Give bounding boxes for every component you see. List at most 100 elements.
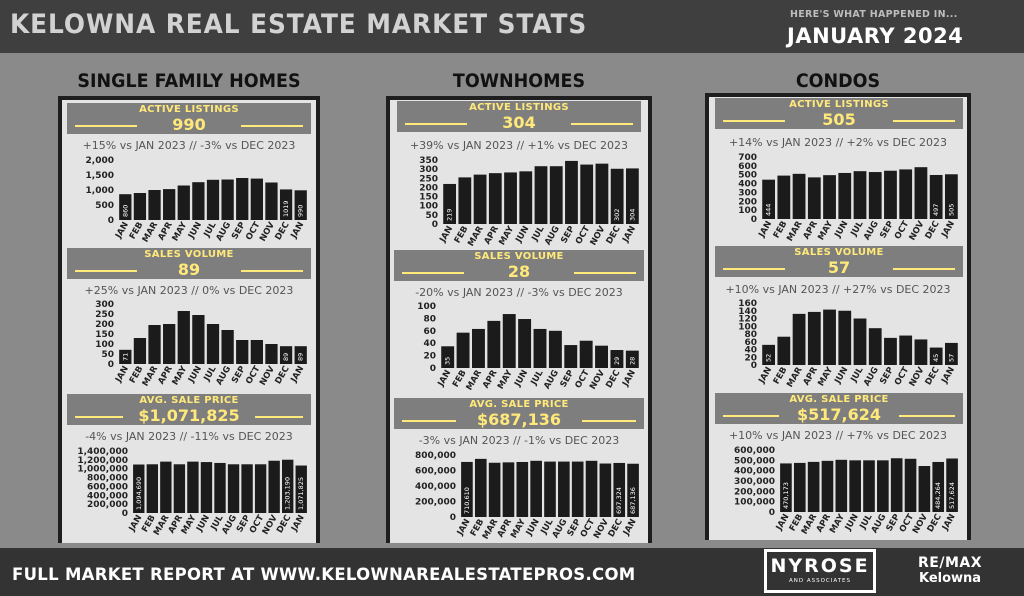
y-tick-label: 200,000 <box>87 500 128 510</box>
x-tick-label: JAN <box>620 369 638 389</box>
bar-data-label: 990 <box>297 205 305 217</box>
y-tick-label: 400,000 <box>87 491 128 501</box>
bar <box>853 318 867 365</box>
co-price-banner: AVG. SALE PRICE $517,624 <box>715 393 963 424</box>
co-active-label: ACTIVE LISTINGS <box>789 99 889 110</box>
bar <box>160 461 172 513</box>
bar <box>519 171 533 224</box>
x-tick-label: MAY <box>816 219 835 242</box>
sfh-active-banner: ACTIVE LISTINGS 990 <box>67 103 311 134</box>
bar <box>456 332 470 368</box>
x-tick-label: MAY <box>171 364 190 387</box>
bar-data-label: 444 <box>765 204 773 216</box>
bar <box>133 338 147 364</box>
y-tick-label: 0 <box>769 508 775 518</box>
x-tick-label: MAY <box>171 220 190 243</box>
y-tick-label: 100 <box>95 340 114 350</box>
co-price-chart: 0100,000200,000300,000400,000500,000600,… <box>734 446 958 536</box>
bar <box>565 160 578 224</box>
bar <box>487 320 501 368</box>
x-tick-label: JAN <box>113 365 131 385</box>
y-tick-label: 500 <box>738 171 757 181</box>
th-active-banner: ACTIVE LISTINGS 304 <box>397 101 641 132</box>
bar <box>571 461 584 517</box>
bar <box>221 330 234 364</box>
sfh-price-value: $1,071,825 <box>138 406 240 425</box>
bar-data-label: 35 <box>444 357 452 365</box>
co-sales-value: 57 <box>827 258 851 277</box>
bar <box>595 345 608 368</box>
bar <box>780 463 792 512</box>
y-tick-label: 500 <box>95 201 114 211</box>
page-title: KELOWNA REAL ESTATE MARKET STATS <box>10 9 588 40</box>
banner-line-right <box>241 125 303 127</box>
bar-data-label: 505 <box>947 204 955 216</box>
y-tick-label: 150 <box>419 193 438 203</box>
th-active-value: 304 <box>502 113 536 132</box>
bar <box>762 344 776 365</box>
y-tick-label: 300 <box>95 300 114 310</box>
sfh-active-delta: +15% vs JAN 2023 // -3% vs DEC 2023 <box>82 139 296 152</box>
bar <box>613 462 626 517</box>
bar <box>835 459 848 512</box>
y-tick-label: 600,000 <box>415 467 456 477</box>
bar-data-label: 28 <box>628 357 636 365</box>
bar <box>558 461 570 517</box>
bar <box>625 168 639 224</box>
bar <box>580 164 594 224</box>
th-price-delta: -3% vs JAN 2023 // -1% vs DEC 2023 <box>418 434 620 447</box>
bar <box>200 462 213 513</box>
y-tick-label: 1,400,000 <box>77 447 128 457</box>
market-report-link[interactable]: FULL MARKET REPORT AT WWW.KELOWNAREALEST… <box>12 565 636 584</box>
co-sales-label: SALES VOLUME <box>794 247 884 258</box>
y-tick-label: 40 <box>744 346 757 356</box>
bar <box>146 464 158 513</box>
bar <box>807 461 820 512</box>
banner-line-right <box>255 416 303 418</box>
sfh-active-chart: 05001,0001,5002,000860JANFEBMARAPRMAYJUN… <box>86 156 307 244</box>
x-tick-label: JAN <box>289 365 307 385</box>
bar-data-label: 45 <box>932 354 940 362</box>
footer-bar: FULL MARKET REPORT AT WWW.KELOWNAREALEST… <box>0 548 1024 596</box>
x-tick-label: DEC <box>924 220 942 242</box>
x-tick-label: DEC <box>926 513 944 535</box>
y-tick-label: 50 <box>101 350 114 360</box>
y-tick-label: 500,000 <box>734 456 775 466</box>
y-tick-label: 300 <box>738 188 757 198</box>
co-active-value: 505 <box>822 110 856 129</box>
y-tick-label: 160 <box>738 299 757 309</box>
bar <box>807 177 821 219</box>
x-tick-label: MAR <box>141 364 161 388</box>
bar <box>279 346 293 364</box>
bar-data-label: 710,610 <box>463 487 471 514</box>
bar <box>516 461 529 517</box>
y-tick-label: 100 <box>419 202 438 212</box>
th-active-chart: 050100150200250300350219JANFEBMARAPRMAYJ… <box>419 156 639 248</box>
bar <box>625 350 639 368</box>
bar <box>914 167 928 219</box>
x-tick-label: MAR <box>481 517 501 541</box>
co-sales-chart: 02040608010012014016052JANFEBMARAPRMAYJU… <box>738 299 958 389</box>
x-tick-label: AUG <box>551 517 570 540</box>
y-tick-label: 250 <box>95 310 114 320</box>
bar <box>504 172 517 224</box>
bar-data-label: 57 <box>947 354 955 362</box>
x-tick-label: MAR <box>800 512 820 536</box>
x-tick-label: JAN <box>940 513 958 533</box>
th-sales-value: 28 <box>507 262 531 281</box>
bar <box>294 346 307 364</box>
y-tick-label: 140 <box>738 307 757 317</box>
y-tick-label: 0 <box>430 364 436 374</box>
y-tick-label: 2,000 <box>86 156 114 166</box>
x-tick-label: JUN <box>833 220 851 241</box>
y-tick-label: 0 <box>751 361 757 371</box>
y-tick-label: 1,000 <box>86 186 114 196</box>
bar <box>627 463 639 517</box>
x-tick-label: MAR <box>466 224 486 248</box>
x-tick-label: JUN <box>186 365 204 386</box>
bar <box>599 463 612 517</box>
section-title-single-family: SINGLE FAMILY HOMES <box>77 70 301 92</box>
x-tick-label: NOV <box>592 517 611 540</box>
bar <box>821 460 834 512</box>
sfh-sales-delta: +25% vs JAN 2023 // 0% vs DEC 2023 <box>84 284 294 297</box>
